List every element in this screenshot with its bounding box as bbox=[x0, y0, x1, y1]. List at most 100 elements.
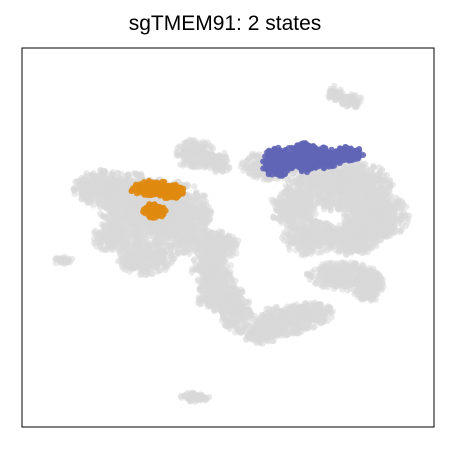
background-point bbox=[219, 279, 225, 285]
background-point bbox=[90, 189, 96, 195]
background-point bbox=[200, 229, 206, 235]
background-point bbox=[302, 300, 308, 306]
background-point bbox=[264, 335, 270, 341]
background-point bbox=[125, 171, 131, 177]
background-point bbox=[199, 149, 205, 155]
background-point bbox=[150, 249, 156, 255]
background-point bbox=[109, 171, 115, 177]
background-point bbox=[253, 328, 259, 334]
background-point bbox=[214, 232, 220, 238]
background-point bbox=[250, 335, 256, 341]
background-point bbox=[191, 256, 197, 262]
background-point bbox=[119, 263, 125, 269]
background-point bbox=[202, 296, 208, 302]
background-point bbox=[201, 212, 207, 218]
background-point bbox=[264, 328, 270, 334]
background-point bbox=[142, 256, 148, 262]
background-point bbox=[80, 192, 86, 198]
background-point bbox=[138, 232, 144, 238]
background-point bbox=[194, 222, 200, 228]
background-point bbox=[107, 209, 113, 215]
background-point bbox=[114, 206, 120, 212]
background-point bbox=[297, 318, 303, 324]
background-point bbox=[186, 194, 192, 200]
background-point bbox=[277, 330, 283, 336]
background-point bbox=[138, 244, 144, 250]
background-point bbox=[150, 256, 156, 262]
background-point bbox=[175, 241, 181, 247]
background-point bbox=[221, 161, 227, 167]
background-point bbox=[160, 255, 166, 261]
background-point bbox=[124, 211, 130, 217]
background-point bbox=[130, 258, 136, 264]
background-point bbox=[210, 145, 216, 151]
background-point bbox=[114, 243, 120, 249]
background-point bbox=[124, 180, 130, 186]
background-point bbox=[206, 217, 212, 223]
background-point bbox=[273, 305, 279, 311]
background-point bbox=[133, 209, 139, 215]
background-point bbox=[208, 158, 214, 164]
background-point bbox=[210, 296, 216, 302]
background-point bbox=[127, 199, 133, 205]
background-point bbox=[155, 220, 161, 226]
background-point bbox=[116, 178, 122, 184]
background-point bbox=[101, 224, 107, 230]
background-point bbox=[213, 275, 219, 281]
background-point bbox=[196, 296, 202, 302]
background-point bbox=[103, 214, 109, 220]
background-point bbox=[179, 210, 185, 216]
background-point bbox=[186, 144, 192, 150]
background-point bbox=[164, 224, 170, 230]
background-point bbox=[186, 214, 192, 220]
background-point bbox=[202, 140, 208, 146]
background-point bbox=[306, 314, 312, 320]
background-point bbox=[174, 249, 180, 255]
background-point bbox=[115, 198, 121, 204]
background-point bbox=[130, 235, 136, 241]
background-point bbox=[71, 188, 77, 194]
background-point bbox=[234, 241, 240, 247]
background-point bbox=[261, 319, 267, 325]
background-point bbox=[81, 176, 87, 182]
background-point bbox=[207, 280, 213, 286]
background-point bbox=[220, 312, 226, 318]
background-point bbox=[197, 199, 203, 205]
background-point bbox=[290, 307, 296, 313]
background-point bbox=[125, 248, 131, 254]
background-point bbox=[92, 228, 98, 234]
background-point bbox=[91, 174, 97, 180]
background-point bbox=[192, 236, 198, 242]
background-point bbox=[196, 262, 202, 268]
background-point bbox=[117, 235, 123, 241]
background-point bbox=[186, 151, 192, 157]
background-point bbox=[96, 200, 102, 206]
background-point bbox=[318, 316, 324, 322]
background-point bbox=[72, 179, 78, 185]
background-point bbox=[162, 267, 168, 273]
background-point bbox=[122, 194, 128, 200]
background-point bbox=[231, 304, 237, 310]
background-point bbox=[98, 239, 104, 245]
background-point bbox=[191, 206, 197, 212]
background-point bbox=[246, 310, 252, 316]
background-point bbox=[110, 184, 116, 190]
background-point bbox=[242, 322, 248, 328]
background-point bbox=[275, 311, 281, 317]
background-point bbox=[154, 238, 160, 244]
background-point bbox=[215, 258, 221, 264]
background-point bbox=[134, 172, 140, 178]
background-point bbox=[236, 303, 242, 309]
background-point bbox=[235, 296, 241, 302]
background-point bbox=[229, 285, 235, 291]
background-point bbox=[202, 193, 208, 199]
background-point bbox=[144, 236, 150, 242]
background-point bbox=[91, 236, 97, 242]
background-point bbox=[197, 156, 203, 162]
background-point bbox=[158, 230, 164, 236]
background-point bbox=[194, 193, 200, 199]
background-point bbox=[191, 183, 197, 189]
background-point bbox=[173, 204, 179, 210]
background-point bbox=[120, 254, 126, 260]
background-point bbox=[229, 320, 235, 326]
